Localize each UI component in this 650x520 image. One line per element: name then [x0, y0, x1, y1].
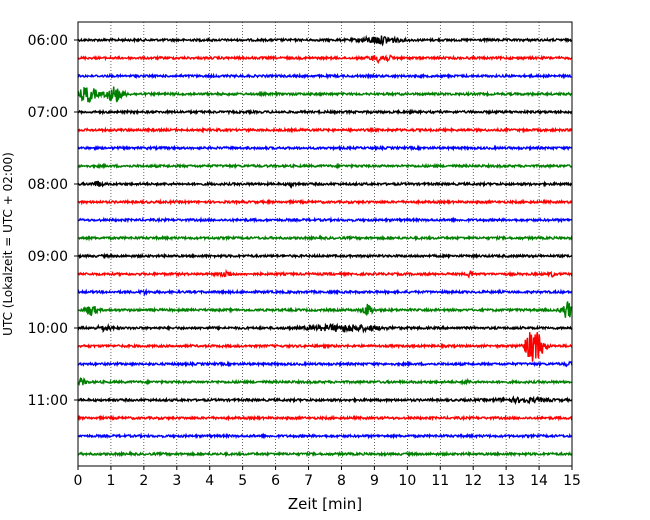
y-tick-label: 11:00 — [28, 393, 68, 409]
trace-0715 — [77, 126, 573, 134]
y-axis-ticks: 06:00 07:00 08:00 09:00 10:00 11:00 — [28, 33, 78, 409]
y-tick-label: 08:00 — [28, 177, 68, 193]
x-tick-label: 8 — [337, 473, 346, 489]
x-tick-label: 6 — [271, 473, 280, 489]
x-tick-label: 12 — [464, 473, 482, 489]
x-tick-label: 14 — [530, 473, 548, 489]
x-tick-label: 3 — [172, 473, 181, 489]
trace-1030 — [77, 360, 573, 368]
trace-0915 — [77, 268, 573, 279]
trace-0645 — [77, 86, 573, 103]
trace-1100 — [77, 395, 573, 406]
trace-0615 — [77, 54, 573, 65]
trace-0600 — [77, 34, 573, 47]
x-tick-label: 13 — [497, 473, 515, 489]
y-tick-label: 06:00 — [28, 33, 68, 49]
trace-0730 — [77, 144, 573, 152]
trace-0630 — [77, 72, 573, 80]
trace-0815 — [77, 198, 573, 206]
y-tick-label: 09:00 — [28, 249, 68, 265]
trace-0945 — [77, 301, 573, 318]
x-tick-label: 1 — [106, 473, 115, 489]
x-axis-label: Zeit [min] — [288, 495, 362, 513]
trace-0900 — [77, 252, 573, 260]
x-tick-label: 15 — [563, 473, 581, 489]
y-tick-label: 07:00 — [28, 105, 68, 121]
trace-0930 — [77, 288, 573, 297]
vertical-gridlines — [110, 22, 540, 466]
trace-0700 — [77, 108, 573, 116]
x-tick-label: 5 — [238, 473, 247, 489]
trace-1115 — [77, 414, 573, 422]
trace-0745 — [77, 162, 573, 170]
trace-1145 — [77, 450, 573, 458]
seismic-traces — [77, 34, 573, 458]
trace-1045 — [77, 376, 573, 386]
trace-0830 — [77, 216, 573, 224]
trace-1000 — [77, 322, 573, 334]
trace-1130 — [77, 432, 573, 440]
trace-1015 — [77, 332, 573, 362]
x-tick-label: 10 — [398, 473, 416, 489]
x-tick-label: 11 — [431, 473, 449, 489]
x-tick-label: 0 — [74, 473, 83, 489]
y-tick-label: 10:00 — [28, 321, 68, 337]
x-tick-label: 2 — [139, 473, 148, 489]
x-tick-label: 7 — [304, 473, 313, 489]
x-tick-label: 9 — [370, 473, 379, 489]
y-axis-label: UTC (Lokalzeit = UTC + 02:00) — [1, 152, 15, 336]
plot-frame — [77, 21, 573, 467]
x-axis-ticks: 0 1 2 3 4 5 6 7 8 9 10 11 12 13 14 15 — [74, 466, 581, 489]
trace-0800 — [77, 180, 573, 190]
x-tick-label: 4 — [205, 473, 214, 489]
trace-0845 — [77, 234, 573, 242]
